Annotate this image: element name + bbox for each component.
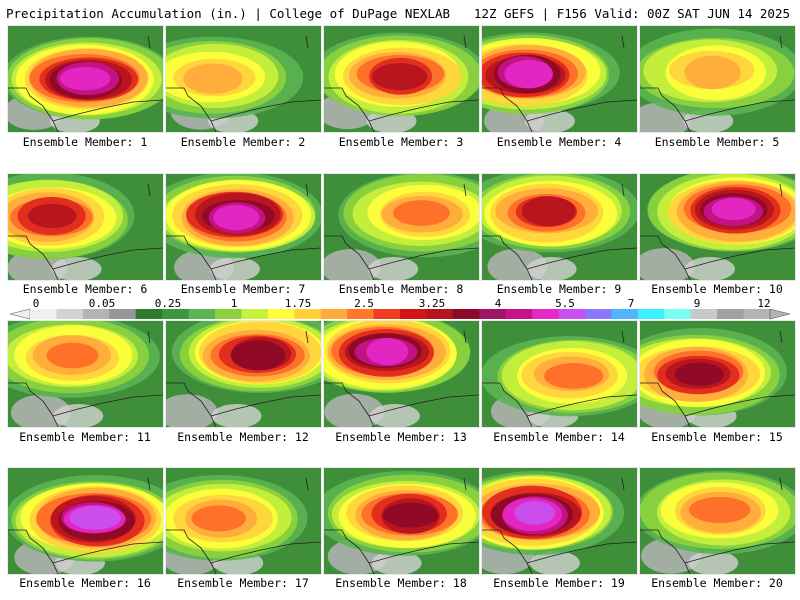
colorbar-tick: 7 xyxy=(627,297,635,310)
colorbar-swatch xyxy=(664,309,692,319)
colorbar-swatch xyxy=(82,309,110,319)
colorbar-tick: 0.05 xyxy=(88,297,116,310)
ensemble-member-label: Ensemble Member: 15 xyxy=(651,430,783,444)
run-valid-time: 12Z GEFS | F156 Valid: 00Z SAT JUN 14 20… xyxy=(473,6,790,21)
ensemble-map-7 xyxy=(165,173,322,281)
ensemble-map-10 xyxy=(639,173,796,281)
ensemble-map-15 xyxy=(639,320,796,428)
colorbar-swatch xyxy=(135,309,163,319)
ensemble-map-11 xyxy=(7,320,164,428)
ensemble-member-label: Ensemble Member: 5 xyxy=(654,135,780,149)
ensemble-member-label: Ensemble Member: 19 xyxy=(493,576,625,590)
colorbar-swatch xyxy=(532,309,560,319)
ensemble-member-label: Ensemble Member: 8 xyxy=(338,282,464,296)
ensemble-map-1 xyxy=(7,25,164,133)
colorbar-swatch xyxy=(162,309,190,319)
colorbar-swatch xyxy=(56,309,84,319)
colorbar-tick: 1.75 xyxy=(284,297,312,310)
ensemble-member-label: Ensemble Member: 12 xyxy=(177,430,309,444)
colorbar-swatch xyxy=(743,309,771,319)
ensemble-map-5 xyxy=(639,25,796,133)
ensemble-map-6 xyxy=(7,173,164,281)
chart-title: Precipitation Accumulation (in.) | Colle… xyxy=(6,6,451,21)
ensemble-member-label: Ensemble Member: 16 xyxy=(19,576,151,590)
ensemble-member-label: Ensemble Member: 14 xyxy=(493,430,625,444)
ensemble-member-label: Ensemble Member: 6 xyxy=(22,282,148,296)
colorbar-tick: 3.25 xyxy=(418,297,446,310)
colorbar-swatch xyxy=(611,309,639,319)
ensemble-map-9 xyxy=(481,173,638,281)
colorbar-swatch xyxy=(690,309,718,319)
ensemble-map-18 xyxy=(323,467,480,575)
colorbar-swatch xyxy=(558,309,586,319)
ensemble-member-label: Ensemble Member: 9 xyxy=(496,282,622,296)
ensemble-map-14 xyxy=(481,320,638,428)
precipitation-colorbar xyxy=(10,308,790,320)
ensemble-map-8 xyxy=(323,173,480,281)
ensemble-member-label: Ensemble Member: 18 xyxy=(335,576,467,590)
ensemble-member-label: Ensemble Member: 17 xyxy=(177,576,309,590)
ensemble-map-2 xyxy=(165,25,322,133)
colorbar-swatch xyxy=(717,309,745,319)
ensemble-map-20 xyxy=(639,467,796,575)
colorbar-swatch xyxy=(347,309,375,319)
ensemble-member-label: Ensemble Member: 7 xyxy=(180,282,306,296)
colorbar-tick: 4 xyxy=(494,297,502,310)
ensemble-member-label: Ensemble Member: 13 xyxy=(335,430,467,444)
colorbar-tick: 1 xyxy=(230,297,238,310)
colorbar-tick: 5.5 xyxy=(555,297,575,310)
ensemble-member-label: Ensemble Member: 2 xyxy=(180,135,306,149)
ensemble-member-label: Ensemble Member: 3 xyxy=(338,135,464,149)
ensemble-map-4 xyxy=(481,25,638,133)
ensemble-map-17 xyxy=(165,467,322,575)
colorbar-swatch xyxy=(320,309,348,319)
colorbar-swatch xyxy=(637,309,665,319)
colorbar-tick: 0.25 xyxy=(154,297,182,310)
colorbar-swatch xyxy=(585,309,612,319)
ensemble-member-label: Ensemble Member: 10 xyxy=(651,282,783,296)
colorbar-swatch xyxy=(267,309,295,319)
colorbar-tick: 2.5 xyxy=(354,297,374,310)
colorbar-swatch xyxy=(452,309,480,319)
colorbar-tick: 0 xyxy=(32,297,40,310)
ensemble-map-19 xyxy=(481,467,638,575)
colorbar-tick: 12 xyxy=(757,297,771,310)
ensemble-map-12 xyxy=(165,320,322,428)
colorbar-swatch xyxy=(30,309,57,319)
colorbar-tick: 9 xyxy=(693,297,701,310)
colorbar-swatch xyxy=(479,309,507,319)
colorbar-swatch xyxy=(241,309,269,319)
colorbar-swatch xyxy=(426,309,454,319)
colorbar-swatch xyxy=(505,309,533,319)
ensemble-map-3 xyxy=(323,25,480,133)
colorbar-swatch xyxy=(109,309,137,319)
ensemble-map-13 xyxy=(323,320,480,428)
colorbar-swatch xyxy=(188,309,216,319)
ensemble-member-label: Ensemble Member: 11 xyxy=(19,430,151,444)
ensemble-member-label: Ensemble Member: 1 xyxy=(22,135,148,149)
colorbar-swatch xyxy=(373,309,401,319)
ensemble-member-label: Ensemble Member: 4 xyxy=(496,135,622,149)
colorbar-swatch xyxy=(215,309,242,319)
colorbar-swatch xyxy=(400,309,427,319)
ensemble-member-label: Ensemble Member: 20 xyxy=(651,576,783,590)
colorbar-swatch xyxy=(294,309,322,319)
ensemble-map-16 xyxy=(7,467,164,575)
